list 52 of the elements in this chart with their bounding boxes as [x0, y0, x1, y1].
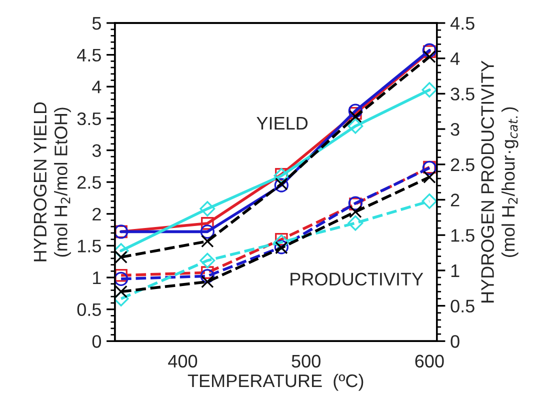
x-tick-label: 400 [168, 354, 198, 368]
point [348, 215, 364, 231]
y-tick-label: 3 [92, 144, 101, 157]
point [114, 243, 129, 258]
y2-tick-label: 4 [450, 52, 460, 65]
point [114, 291, 129, 306]
y2-tick-label: 1 [451, 264, 460, 277]
point [349, 106, 362, 120]
y2-tick-label: 2 [450, 194, 460, 206]
annotation: YIELD [256, 117, 308, 130]
y-tick-label: 2.5 [78, 176, 101, 189]
y-tick-label: 1 [93, 272, 101, 284]
y2-tick-label: 2.5 [450, 158, 474, 172]
y-tick-label: 3.5 [77, 112, 101, 126]
point [114, 250, 128, 264]
y2-tick-label: 1.5 [451, 229, 474, 242]
point [114, 272, 128, 286]
point [200, 252, 216, 268]
x-axis-title: TEMPERATURE (ºC) [188, 374, 364, 391]
y-tick-label: 4 [92, 80, 102, 94]
annotation: PRODUCTIVITY [290, 272, 424, 286]
y2-tick-label: 3.5 [450, 88, 474, 100]
point [201, 217, 214, 230]
point [201, 275, 214, 288]
y-axis-title: HYDROGEN YIELD (mol H$_{2}$/mol EtOH) [34, 102, 71, 262]
y2-axis-title: HYDROGEN PRODUCTIVITY (mol H$_{2}$/hour·g$_{cat.}$) [481, 60, 518, 302]
y2-tick-label: 3 [450, 122, 460, 136]
y-tick-label: 0.5 [77, 303, 101, 316]
point [422, 193, 437, 209]
y-tick-label: 5 [92, 17, 101, 30]
y2-tick-label: 4.5 [450, 17, 474, 30]
y2-tick-label: 0 [450, 335, 460, 348]
point [200, 269, 215, 284]
point [201, 234, 214, 248]
point [349, 205, 362, 218]
y-tick-label: 0 [92, 335, 102, 348]
point [201, 266, 214, 279]
point [200, 201, 216, 217]
y2-tick-label: 0.5 [450, 300, 474, 313]
y-tick-label: 1.5 [78, 240, 101, 252]
y-tick-label: 2 [92, 208, 101, 220]
point [349, 110, 362, 123]
x-tick-label: 600 [415, 354, 444, 368]
point [348, 104, 363, 118]
point [274, 234, 290, 250]
point [200, 224, 215, 239]
y-tick-label: 4.5 [77, 48, 101, 62]
x-tick-label: 500 [292, 354, 320, 368]
point [114, 285, 128, 298]
point [348, 118, 364, 134]
point [114, 268, 128, 282]
point [422, 82, 437, 98]
